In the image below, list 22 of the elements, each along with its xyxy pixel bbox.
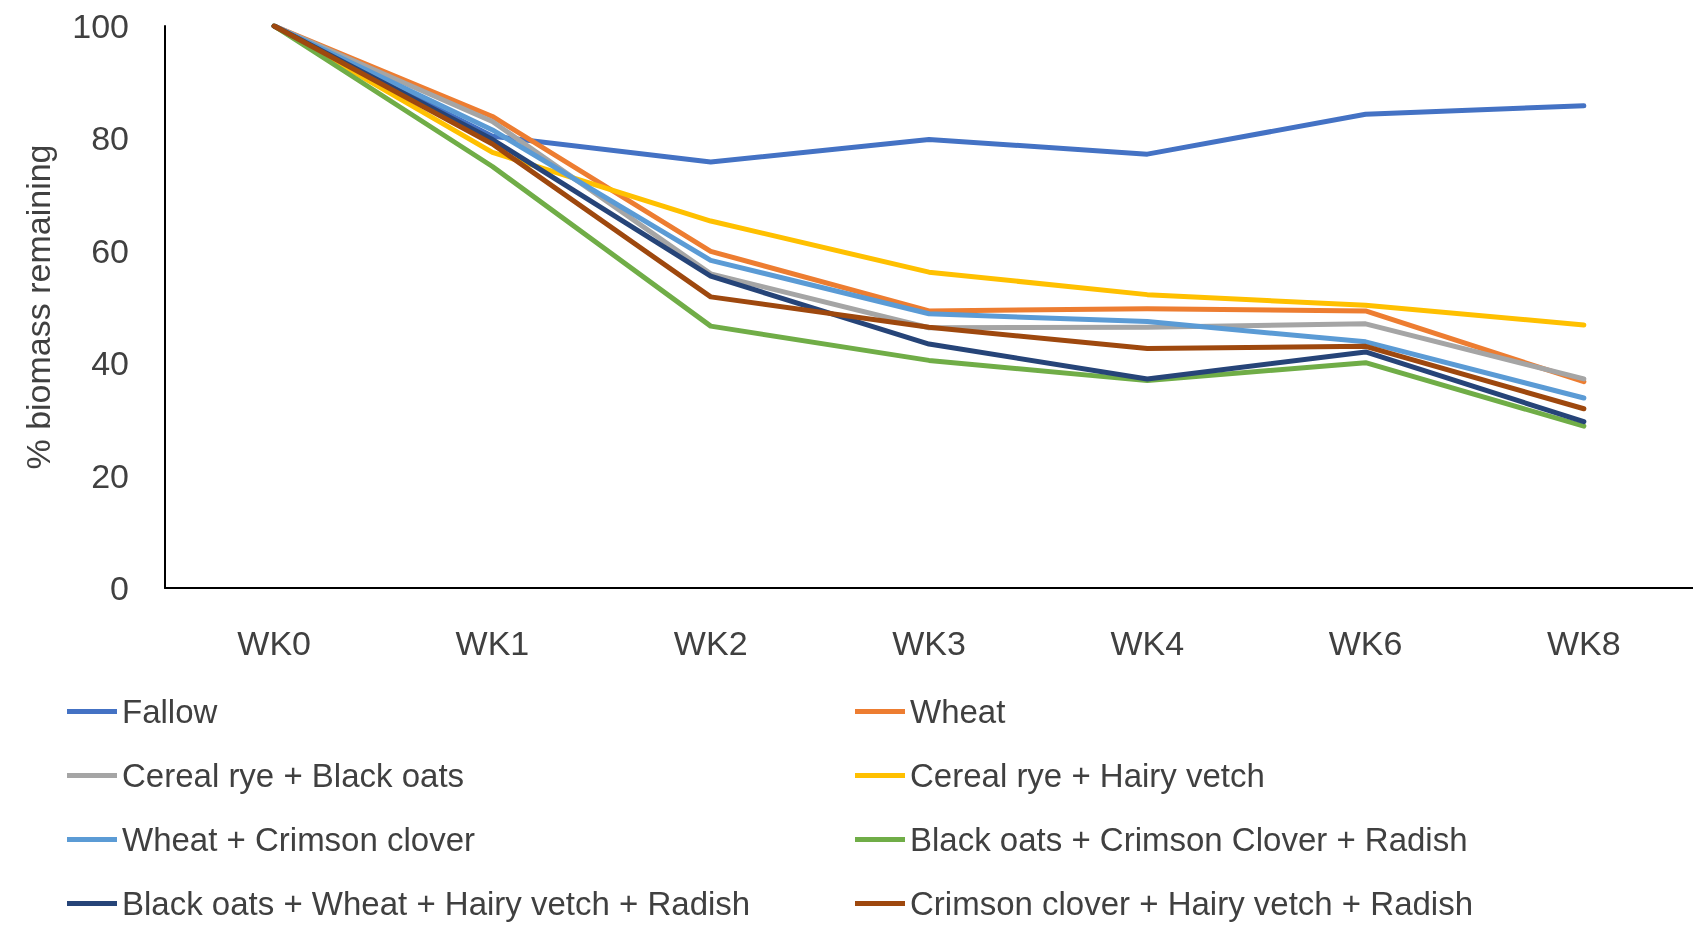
x-tick-label: WK8 — [1547, 624, 1621, 662]
x-tick-label: WK0 — [237, 624, 311, 662]
legend-label: Wheat + Crimson clover — [122, 821, 476, 858]
y-tick-label: 100 — [72, 7, 129, 45]
y-tick-label: 80 — [91, 119, 129, 158]
legend-label: Black oats + Crimson Clover + Radish — [910, 821, 1468, 858]
legend-label: Wheat — [910, 693, 1006, 730]
legend-label: Fallow — [122, 693, 218, 730]
legend-label: Cereal rye + Hairy vetch — [910, 757, 1265, 794]
y-tick-label: 40 — [91, 344, 129, 383]
x-tick-label: WK3 — [892, 624, 966, 662]
x-tick-label: WK6 — [1328, 624, 1403, 662]
x-tick-label: WK2 — [673, 624, 748, 662]
y-tick-label: 60 — [91, 231, 129, 270]
y-tick-label: 20 — [91, 456, 129, 495]
x-tick-label: WK4 — [1110, 624, 1185, 662]
y-axis-title: % biomass remaining — [19, 144, 57, 470]
legend-label: Cereal rye + Black oats — [122, 757, 465, 794]
y-tick-label: 0 — [110, 569, 129, 607]
legend-label: Black oats + Wheat + Hairy vetch + Radish — [122, 885, 751, 922]
x-tick-label: WK1 — [455, 624, 530, 662]
legend-label: Crimson clover + Hairy vetch + Radish — [910, 885, 1474, 922]
